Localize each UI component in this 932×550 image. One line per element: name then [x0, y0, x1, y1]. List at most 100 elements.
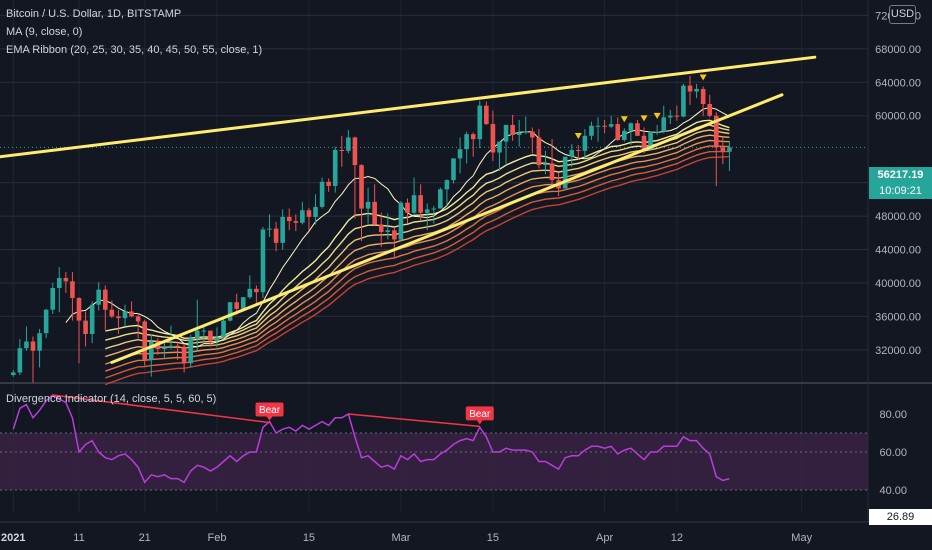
- candle-body: [365, 201, 371, 209]
- candle: [214, 327, 220, 348]
- candle: [668, 109, 673, 125]
- candle-body: [267, 228, 272, 230]
- candle: [11, 369, 16, 377]
- candle-body: [477, 105, 483, 140]
- candle-body: [116, 316, 121, 319]
- candle-body: [418, 195, 423, 213]
- candle: [339, 135, 345, 167]
- candle-body: [56, 277, 62, 288]
- candle-body: [148, 341, 154, 360]
- candle: [523, 116, 529, 135]
- candle: [661, 105, 667, 134]
- candle: [109, 300, 115, 319]
- candle-body: [713, 115, 719, 148]
- candle-body: [102, 289, 108, 310]
- candle: [175, 342, 180, 360]
- candle: [70, 272, 75, 321]
- candle: [392, 227, 397, 258]
- price-axis-label: 44000.00: [875, 245, 921, 257]
- candle: [372, 184, 377, 227]
- divergence-indicator-legend[interactable]: Divergence Indicator (14, close, 5, 5, 6…: [6, 393, 217, 405]
- candle-body: [300, 210, 305, 223]
- candle: [451, 158, 456, 184]
- candle-body: [674, 115, 680, 117]
- candle: [89, 301, 95, 344]
- candle: [720, 136, 726, 165]
- candle: [444, 179, 450, 206]
- candle-body: [37, 333, 42, 351]
- bear-divergence-label: Bear: [465, 406, 494, 425]
- candle: [687, 75, 693, 105]
- ema-line-40: [105, 139, 730, 365]
- candle-body: [582, 135, 588, 151]
- ema-ribbon-legend[interactable]: EMA Ribbon (20, 25, 30, 35, 40, 45, 50, …: [6, 44, 263, 56]
- candle-body: [602, 125, 607, 127]
- candle: [300, 201, 305, 225]
- candle: [576, 144, 581, 161]
- candle: [280, 209, 285, 250]
- bear-signal-marker: [640, 115, 648, 122]
- candle: [359, 164, 364, 242]
- candle-body: [530, 131, 535, 138]
- currency-button[interactable]: USD: [889, 5, 916, 24]
- candle: [286, 208, 292, 231]
- candle-body: [43, 309, 49, 334]
- candle-body: [438, 189, 443, 209]
- candle: [201, 325, 207, 343]
- candle-body: [424, 209, 430, 213]
- ema-line-35: [105, 134, 730, 358]
- candle: [628, 122, 634, 145]
- candle-body: [641, 135, 647, 150]
- candle-body: [286, 216, 292, 222]
- candle-body: [490, 124, 496, 153]
- ma-legend[interactable]: MA (9, close, 0): [6, 26, 83, 38]
- candle: [194, 299, 200, 351]
- candle-body: [339, 150, 345, 152]
- time-axis-label: 21: [139, 532, 151, 544]
- bear-signal-marker: [653, 112, 661, 119]
- time-axis-label: 15: [303, 532, 315, 544]
- candle-body: [122, 311, 128, 319]
- candle: [562, 156, 568, 189]
- candle-body: [457, 149, 463, 159]
- candle: [615, 117, 621, 141]
- candle: [254, 285, 259, 305]
- candle-body: [543, 163, 548, 166]
- candle: [549, 139, 555, 186]
- candle-body: [240, 297, 246, 309]
- candle-body: [516, 132, 522, 135]
- candle: [385, 213, 391, 240]
- candle: [267, 214, 272, 237]
- candle-body: [142, 321, 147, 360]
- candle: [431, 206, 437, 224]
- candle-body: [622, 130, 627, 140]
- candle: [510, 114, 515, 141]
- candle-body: [661, 117, 667, 132]
- price-axis-label: 60000.00: [875, 111, 921, 123]
- candle: [17, 339, 23, 375]
- bear-signal-marker: [574, 132, 582, 139]
- candle-body: [523, 131, 529, 133]
- ema-line-50: [105, 150, 730, 379]
- bear-label-text: Bear: [469, 409, 491, 420]
- candle: [319, 177, 325, 209]
- candle-body: [378, 224, 384, 232]
- time-axis-label: Apr: [596, 532, 613, 544]
- symbol-legend[interactable]: Bitcoin / U.S. Dollar, 1D, BITSTAMP: [6, 8, 182, 20]
- ema-line-30: [105, 129, 730, 350]
- candle-body: [201, 330, 207, 332]
- candle-body: [208, 330, 213, 341]
- candle: [424, 203, 430, 231]
- candle-body: [188, 338, 193, 364]
- candle-body: [346, 137, 351, 151]
- candle: [516, 119, 522, 147]
- candle-body: [503, 124, 509, 142]
- oscillator-axis-label: 40.00: [879, 485, 907, 497]
- candle: [50, 282, 56, 314]
- candle: [713, 112, 719, 186]
- candle: [635, 119, 640, 136]
- candle: [162, 342, 167, 359]
